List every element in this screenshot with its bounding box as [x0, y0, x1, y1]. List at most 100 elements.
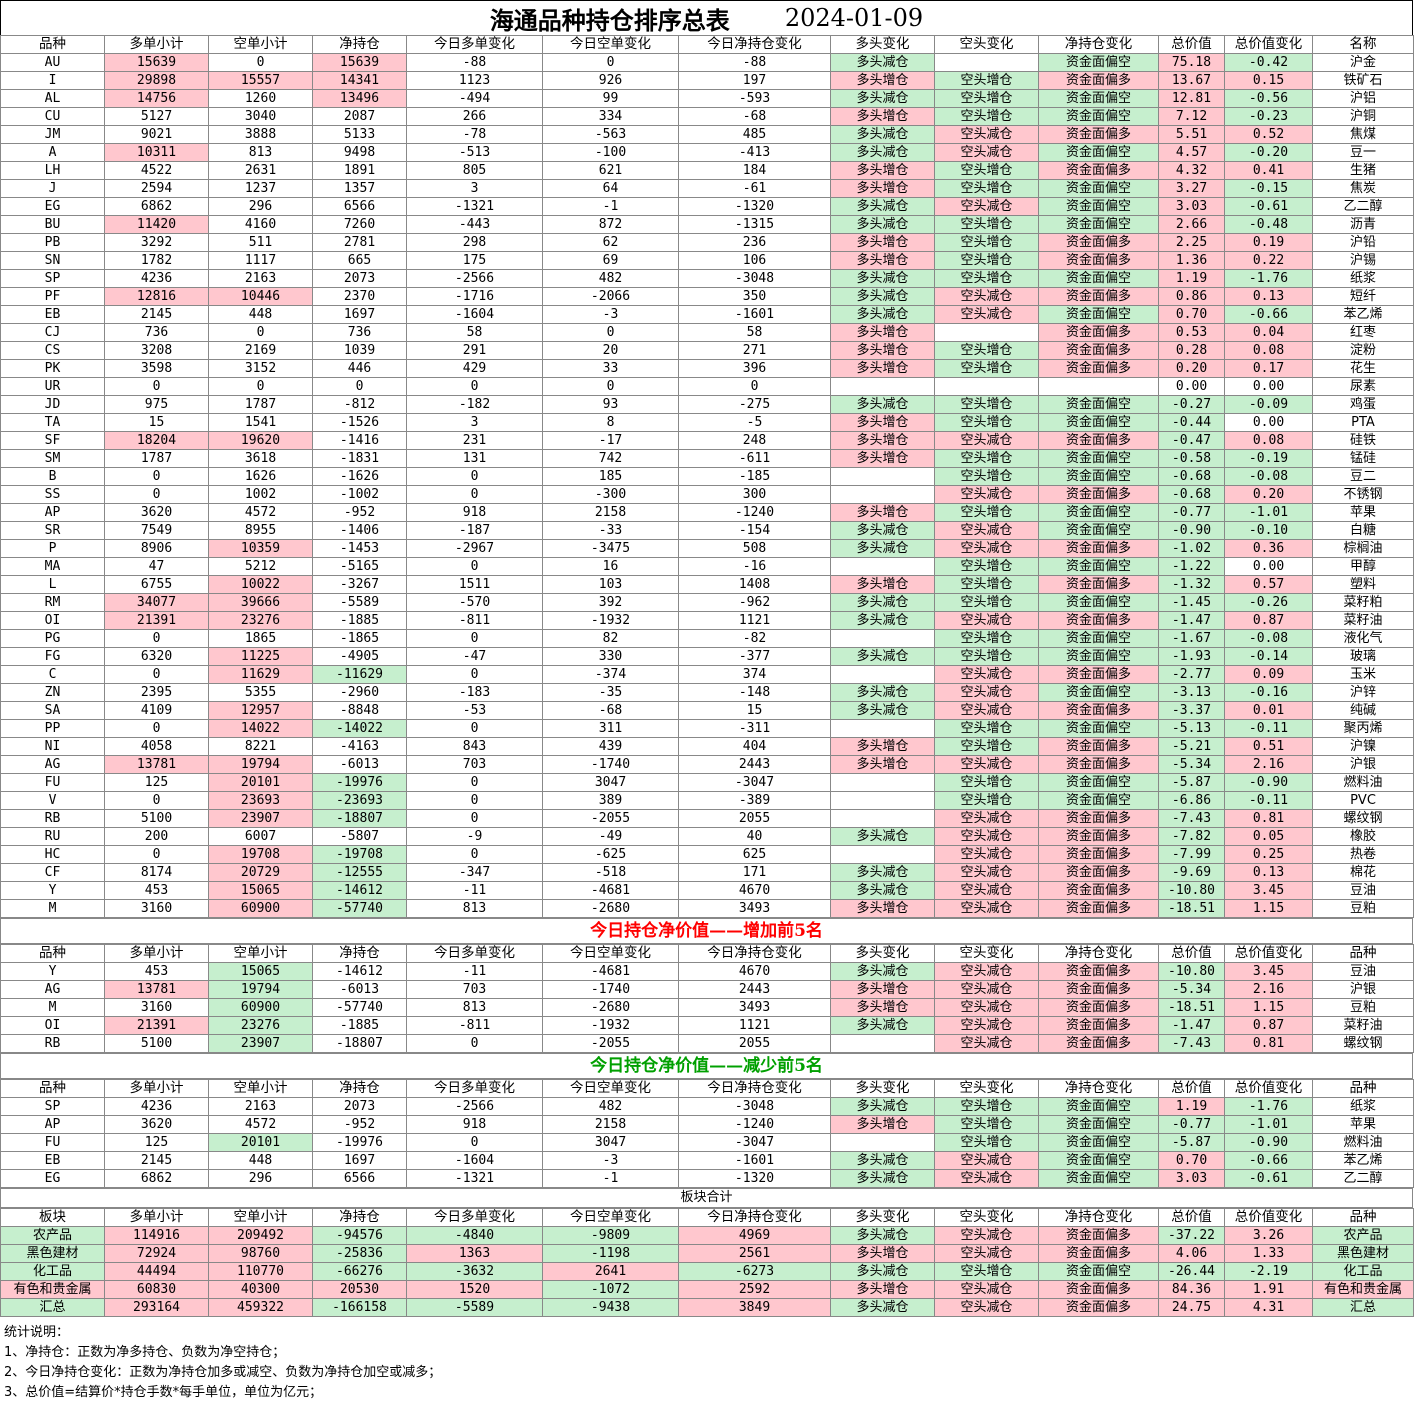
header-long-trend: 多头变化 [830, 1208, 935, 1227]
cell-code: EG [0, 1169, 105, 1188]
cell-long-total: 6862 [104, 197, 209, 216]
cell-short-change: 2641 [542, 1262, 679, 1281]
header-short-change: 今日空单变化 [542, 1079, 679, 1098]
cell-name: 苹果 [1312, 503, 1414, 522]
cell-name: 沥青 [1312, 215, 1414, 234]
cell-short-change: -3475 [542, 539, 679, 558]
cell-value-change: 0.04 [1224, 323, 1313, 342]
cell-net-trend: 资金面偏多 [1038, 251, 1159, 270]
cell-net-trend: 资金面偏多 [1038, 1244, 1159, 1263]
cell-value-change: 0.87 [1224, 611, 1313, 630]
cell-long-total: 4109 [104, 701, 209, 720]
cell-short-total: 15065 [208, 881, 313, 900]
top-decrease-table: 品种 多单小计 空单小计 净持仓 今日多单变化 今日空单变化 今日净持仓变化 多头变化 空头变化… [0, 1079, 1414, 1188]
cell-net-trend: 资金面偏空 [1038, 449, 1159, 468]
cell-net-position: -6013 [312, 755, 407, 774]
cell-value-change: 0.13 [1224, 863, 1313, 882]
cell-net-trend: 资金面偏多 [1038, 998, 1159, 1017]
cell-net-position: 2087 [312, 107, 407, 126]
cell-net-change: 171 [678, 863, 831, 882]
cell-short-trend: 空头减仓 [934, 701, 1039, 720]
cell-name: 花生 [1312, 359, 1414, 378]
cell-short-change: -625 [542, 845, 679, 864]
cell-total-value: 4.32 [1158, 161, 1225, 180]
cell-value-change: 0.09 [1224, 665, 1313, 684]
cell-name: 纸浆 [1312, 269, 1414, 288]
cell-net-change: 404 [678, 737, 831, 756]
cell-short-total: 110770 [208, 1262, 313, 1281]
cell-net-position: 9498 [312, 143, 407, 162]
cell-short-change: 2158 [542, 503, 679, 522]
cell-net-position: -66276 [312, 1262, 407, 1281]
cell-long-total: 15639 [104, 53, 209, 72]
header-name: 品种 [1312, 944, 1414, 963]
cell-net-position: -6013 [312, 980, 407, 999]
cell-name: 甲醇 [1312, 557, 1414, 576]
cell-short-trend: 空头减仓 [934, 485, 1039, 504]
cell-short-trend: 空头减仓 [934, 881, 1039, 900]
cell-total-value: -7.82 [1158, 827, 1225, 846]
cell-short-total: 5355 [208, 683, 313, 702]
table-row: P 8906 10359 -1453 -2967 -3475 508 多头减仓 空头减仓 资金面偏… [0, 539, 1414, 558]
cell-long-trend: 多头增仓 [830, 161, 935, 180]
cell-long-change: 703 [406, 980, 543, 999]
header-short-total: 空单小计 [208, 944, 313, 963]
cell-short-total: 19794 [208, 755, 313, 774]
cell-long-total: 4236 [104, 1097, 209, 1116]
cell-short-trend: 空头增仓 [934, 341, 1039, 360]
cell-short-trend: 空头减仓 [934, 539, 1039, 558]
cell-long-trend: 多头减仓 [830, 881, 935, 900]
cell-short-total: 1541 [208, 413, 313, 432]
cell-long-total: 4522 [104, 161, 209, 180]
cell-value-change: -0.14 [1224, 647, 1313, 666]
cell-net-position: 1697 [312, 305, 407, 324]
cell-name: PVC [1312, 791, 1414, 810]
cell-long-trend [830, 1133, 935, 1152]
report-title: 海通品种持仓排序总表 2024-01-09 [0, 0, 1413, 35]
cell-net-change: 2055 [678, 809, 831, 828]
cell-long-change: -5589 [406, 1298, 543, 1317]
cell-long-change: -53 [406, 701, 543, 720]
cell-net-trend: 资金面偏空 [1038, 719, 1159, 738]
cell-value-change: 0.81 [1224, 809, 1313, 828]
cell-long-change: 0 [406, 845, 543, 864]
cell-value-change: 0.87 [1224, 1016, 1313, 1035]
cell-net-position: -1406 [312, 521, 407, 540]
cell-long-trend: 多头减仓 [830, 962, 935, 981]
cell-short-change: -2680 [542, 899, 679, 918]
cell-short-trend: 空头增仓 [934, 179, 1039, 198]
cell-long-change: 1123 [406, 71, 543, 90]
cell-net-change: -154 [678, 521, 831, 540]
cell-value-change: -0.09 [1224, 395, 1313, 414]
cell-value-change: 3.45 [1224, 962, 1313, 981]
cell-short-change: -68 [542, 701, 679, 720]
cell-short-trend: 空头减仓 [934, 998, 1039, 1017]
cell-code: SS [0, 485, 105, 504]
cell-short-total: 19794 [208, 980, 313, 999]
cell-short-total: 2163 [208, 269, 313, 288]
cell-total-value: -1.67 [1158, 629, 1225, 648]
table-row: TA 15 1541 -1526 3 8 -5 多头增仓 空头增仓 资金面偏空 -0.44 0.00 P… [0, 413, 1414, 432]
cell-code: SF [0, 431, 105, 450]
cell-long-change: -1716 [406, 287, 543, 306]
cell-short-change: -4681 [542, 881, 679, 900]
cell-code: M [0, 998, 105, 1017]
cell-name: 短纤 [1312, 287, 1414, 306]
table-row: M 3160 60900 -57740 813 -2680 3493 多头增仓 空头减仓 资金面偏… [0, 998, 1414, 1017]
cell-net-change: -1601 [678, 1151, 831, 1170]
header-short-change: 今日空单变化 [542, 944, 679, 963]
cell-value-change: 0.41 [1224, 161, 1313, 180]
cell-long-change: 1511 [406, 575, 543, 594]
cell-short-change: -9438 [542, 1298, 679, 1317]
cell-long-change: 805 [406, 161, 543, 180]
cell-long-total: 4236 [104, 269, 209, 288]
cell-long-trend: 多头增仓 [830, 737, 935, 756]
cell-name: 豆粕 [1312, 998, 1414, 1017]
table-row: JD 975 1787 -812 -182 93 -275 多头减仓 空头增仓 资金面偏空 -0.2… [0, 395, 1414, 414]
cell-net-change: -611 [678, 449, 831, 468]
table-row: B 0 1626 -1626 0 185 -185 空头增仓 资金面偏空 -0.68 -0.08 豆二 [0, 467, 1414, 486]
cell-net-change: 350 [678, 287, 831, 306]
cell-long-change: 0 [406, 485, 543, 504]
cell-long-total: 21391 [104, 1016, 209, 1035]
cell-net-position: 0 [312, 377, 407, 396]
